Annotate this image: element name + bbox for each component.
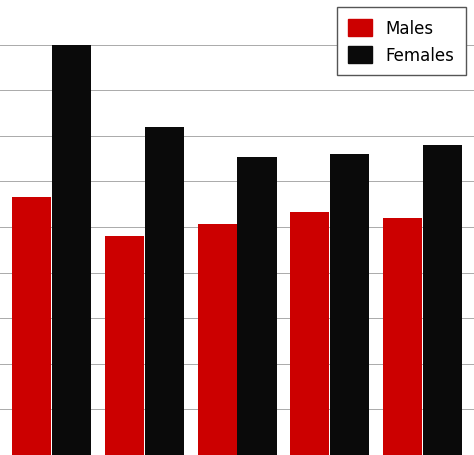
Bar [145,127,183,455]
Bar [291,212,329,455]
Bar [330,155,369,455]
Bar [52,46,91,455]
Bar [383,218,422,455]
Bar [12,197,51,455]
Bar [198,224,237,455]
Legend: Males, Females: Males, Females [337,8,465,76]
Bar [105,237,144,455]
Bar [237,158,276,455]
Bar [423,146,462,455]
